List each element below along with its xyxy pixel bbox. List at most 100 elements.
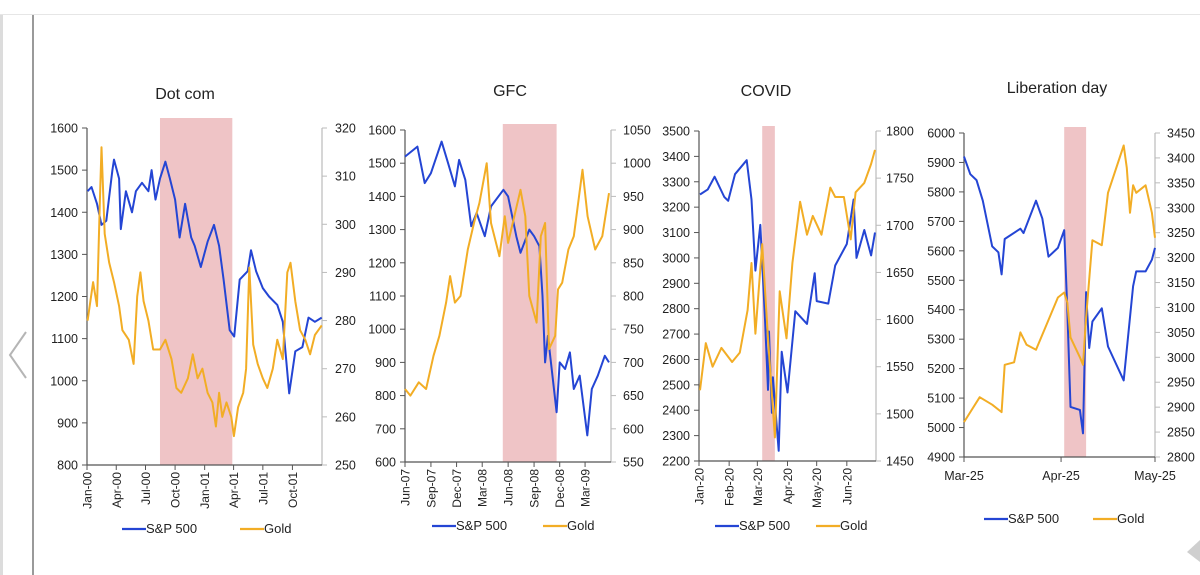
left-axis-tick-label: 3400: [662, 150, 690, 164]
x-axis-tick-label: Jul-01: [256, 472, 270, 505]
legend-gold-label: Gold: [264, 521, 291, 536]
left-axis-tick-label: 1100: [369, 290, 396, 304]
left-axis-tick-label: 5900: [927, 156, 955, 170]
chart-3: Liberation day 4900 5000 5100 5200 5300 5400 55…: [927, 80, 1195, 526]
left-axis-tick-label: 2700: [662, 328, 690, 342]
previous-slide-button[interactable]: [6, 330, 30, 380]
right-axis-tick-label: 290: [335, 266, 356, 280]
right-axis-tick-label: 3250: [1167, 226, 1195, 240]
x-axis-tick-label: Jun-08: [502, 469, 516, 506]
left-axis-tick-label: 4900: [927, 451, 955, 465]
chart-1: GFC 600 700 800 900 1000 1100 1200 1300 1400 1500 1…: [368, 83, 651, 533]
left-axis-tick-label: 800: [375, 389, 396, 403]
left-axis-tick-label: 1600: [50, 122, 78, 136]
right-axis-tick-label: 2900: [1167, 401, 1195, 415]
left-divider: [32, 15, 34, 575]
left-axis-tick-label: 2200: [662, 455, 690, 469]
legend-sp500-label: S&P 500: [456, 518, 507, 533]
right-axis-tick-label: 900: [623, 223, 644, 237]
x-axis-tick-label: Jun-07: [399, 469, 413, 506]
x-axis-tick-label: Dec-08: [553, 469, 567, 508]
left-axis-tick-label: 2800: [662, 302, 690, 316]
x-axis-tick-label: Dec-07: [450, 469, 464, 508]
x-axis-tick-label: Mar-08: [476, 469, 490, 507]
right-axis-tick-label: 1600: [886, 313, 914, 327]
x-axis-tick-label: Oct-01: [286, 472, 300, 508]
left-axis-tick-label: 5500: [927, 274, 955, 288]
right-axis-tick-label: 3100: [1167, 301, 1195, 315]
right-axis-tick-label: 700: [623, 356, 644, 370]
x-axis-tick-label: Apr-00: [110, 472, 124, 508]
right-axis-tick-label: 850: [623, 256, 644, 270]
x-axis-tick-label: Sep-08: [528, 469, 542, 508]
legend-gold-label: Gold: [567, 518, 594, 533]
x-axis-tick-label: Mar-25: [944, 469, 984, 483]
right-axis-tick-label: 320: [335, 122, 356, 136]
right-axis-tick-label: 310: [335, 170, 356, 184]
left-axis-tick-label: 1300: [368, 223, 396, 237]
chart-2: COVID 2200 2300 2400 2500 2600 2700 2800 2900 300…: [662, 83, 914, 533]
left-axis-tick-label: 1300: [50, 248, 78, 262]
left-axis-tick-label: 5600: [927, 244, 955, 258]
left-axis-tick-label: 3000: [662, 251, 690, 265]
x-axis-tick-label: Jun-20: [840, 468, 854, 505]
gold-series-line: [699, 149, 876, 439]
x-axis-tick-label: Jan-01: [198, 472, 212, 509]
gold-series-line: [963, 144, 1156, 423]
left-axis-tick-label: 2400: [662, 404, 690, 418]
left-axis-tick-label: 1200: [50, 290, 78, 304]
right-axis-tick-label: 1500: [886, 407, 914, 421]
right-axis-tick-label: 1000: [623, 157, 651, 171]
right-axis-tick-label: 3050: [1167, 326, 1195, 340]
right-axis-tick-label: 3350: [1167, 176, 1195, 190]
left-axis-tick-label: 3500: [662, 125, 690, 139]
right-axis-tick-label: 280: [335, 314, 356, 328]
right-axis-tick-label: 950: [623, 190, 644, 204]
right-axis-tick-label: 750: [623, 323, 644, 337]
left-axis-tick-label: 5700: [927, 215, 955, 229]
right-axis-tick-label: 3000: [1167, 351, 1195, 365]
x-axis-tick-label: Jan-20: [693, 468, 707, 505]
right-axis-tick-label: 300: [335, 218, 356, 232]
right-axis-tick-label: 2800: [1167, 451, 1195, 465]
right-axis-tick-label: 270: [335, 362, 356, 376]
right-axis-tick-label: 1050: [623, 124, 651, 138]
chevron-left-icon: [8, 331, 27, 379]
x-axis-tick-label: Oct-00: [169, 472, 183, 508]
legend-gold-label: Gold: [840, 518, 867, 533]
right-axis-tick-label: 1800: [886, 125, 914, 139]
left-axis-tick-label: 1400: [50, 206, 78, 220]
gold-series-line: [404, 162, 610, 397]
chart-title: Dot com: [155, 86, 215, 103]
sp500-series-line: [86, 158, 323, 395]
legend: S&P 500 Gold: [984, 511, 1144, 526]
left-axis-tick-label: 1000: [50, 374, 78, 388]
left-axis-tick-label: 1500: [50, 164, 78, 178]
x-axis-tick-label: Apr-01: [227, 472, 241, 508]
sp500-series-line: [699, 159, 876, 452]
x-axis-tick-label: Mar-09: [579, 469, 593, 507]
x-axis-tick-label: Mar-20: [751, 468, 765, 506]
x-axis-tick-label: Feb-20: [723, 468, 737, 506]
chart-0: Dot com 800 900 1000 1100 1200 1300 1400 1500 160…: [50, 86, 356, 536]
sp500-series-line: [963, 156, 1156, 435]
left-axis-tick-label: 3300: [662, 175, 690, 189]
left-axis-tick-label: 2500: [662, 378, 690, 392]
right-axis-tick-label: 1700: [886, 219, 914, 233]
left-axis-tick-label: 5400: [927, 303, 955, 317]
left-axis-tick-label: 1200: [368, 256, 396, 270]
left-axis-tick-label: 700: [375, 422, 396, 436]
right-axis-tick-label: 2950: [1167, 376, 1195, 390]
right-axis-tick-label: 3150: [1167, 276, 1195, 290]
left-axis-tick-label: 2900: [662, 277, 690, 291]
right-axis-tick-label: 1750: [886, 172, 914, 186]
right-axis-tick-label: 2850: [1167, 426, 1195, 440]
x-axis-tick-label: Jul-00: [139, 472, 153, 505]
left-axis-tick-label: 5200: [927, 362, 955, 376]
right-axis-tick-label: 3450: [1167, 127, 1195, 141]
right-axis-tick-label: 3200: [1167, 251, 1195, 265]
legend: S&P 500 Gold: [715, 518, 867, 533]
chart-title: Liberation day: [1007, 80, 1108, 97]
legend-sp500-label: S&P 500: [146, 521, 197, 536]
left-axis-tick-label: 1500: [368, 157, 396, 171]
